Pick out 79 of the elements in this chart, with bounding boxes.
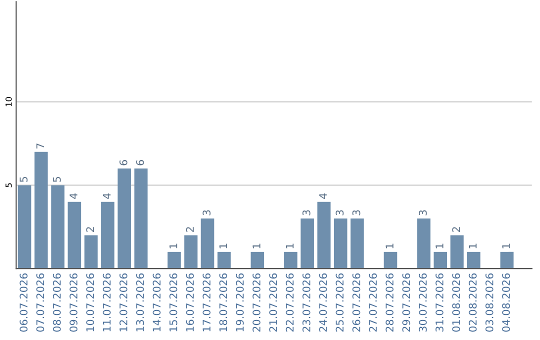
data-label: 2 [86,227,94,232]
bar [200,218,214,269]
data-label: 3 [336,210,344,216]
x-tick-label: 12.07.2026 [119,273,128,332]
y-tick-label: 10 [6,97,12,106]
x-tick-label: 03.08.2026 [485,273,494,332]
x-tick-label: 19.07.2026 [236,273,244,332]
x-tick-label: 17.07.2026 [202,273,211,332]
x-tick-label: 14.07.2026 [152,273,161,332]
bar [168,252,181,269]
x-tick-label: 13.07.2026 [136,273,144,332]
x-tick-label: 01.08.2026 [452,273,460,332]
x-tick-label: 04.08.2026 [502,273,510,332]
x-tick-label: 28.07.2026 [386,273,394,332]
data-label: 1 [468,244,477,248]
bar [217,252,231,269]
data-label: 4 [70,193,78,199]
bar [68,202,82,269]
x-tick-label: 22.07.2026 [286,273,294,332]
data-label: 7 [36,144,44,148]
data-label: 1 [436,244,444,248]
data-label: 3 [418,210,427,216]
x-tick-label: 25.07.2026 [336,273,344,332]
bar [334,218,348,269]
data-label: 6 [136,160,144,166]
bar [417,218,430,269]
bar [18,185,32,269]
x-tick-label: 20.07.2026 [252,273,260,332]
data-label: 4 [102,193,111,199]
bar [467,252,480,269]
bar [384,252,398,269]
bar [434,252,448,269]
bar [184,235,198,269]
data-label: 6 [119,160,128,166]
data-label: 3 [352,210,360,216]
x-tick-label: 31.07.2026 [436,273,444,332]
data-label: 1 [219,244,228,248]
x-tick-label: 23.07.2026 [302,273,310,332]
bar [350,218,364,269]
x-tick-label: 24.07.2026 [319,273,327,332]
bar [118,168,131,269]
x-tick-label: 02.08.2026 [468,273,477,332]
bar [284,252,298,269]
x-tick-label: 30.07.2026 [418,273,427,332]
data-label: 1 [386,244,394,248]
x-tick-label: 15.07.2026 [169,273,178,332]
x-tick-label: 06.07.2026 [20,273,28,332]
x-tick-label: 16.07.2026 [186,273,194,332]
data-label: 1 [286,244,294,248]
x-tick-label: 27.07.2026 [369,273,377,332]
x-tick-label: 09.07.2026 [70,273,78,332]
x-tick-label: 10.07.2026 [86,273,94,332]
bar [500,252,514,269]
bar [134,168,148,269]
bar [300,218,314,269]
bar [450,235,464,269]
x-tick-label: 07.07.2026 [36,273,44,332]
x-tick-label: 26.07.2026 [352,273,360,332]
data-label: 5 [53,176,61,182]
x-tick-label: 11.07.2026 [102,273,111,332]
data-label: 1 [170,244,178,248]
data-label: 2 [452,227,460,232]
data-label: 3 [202,210,211,216]
data-label: 2 [186,227,194,232]
data-label: 5 [20,176,28,182]
x-tick-label: 21.07.2026 [269,273,278,332]
bar [84,235,98,269]
data-label: 1 [502,244,510,248]
x-tick-label: 08.07.2026 [52,273,61,332]
x-tick-label: 18.07.2026 [219,273,228,332]
x-tick-label: 29.07.2026 [402,273,410,332]
data-label: 3 [302,210,310,216]
data-label: 4 [319,193,327,199]
bar [51,185,64,269]
bar [250,252,264,269]
bar [101,202,114,269]
bar [34,152,48,269]
data-label: 1 [252,244,260,248]
bar [317,202,331,269]
